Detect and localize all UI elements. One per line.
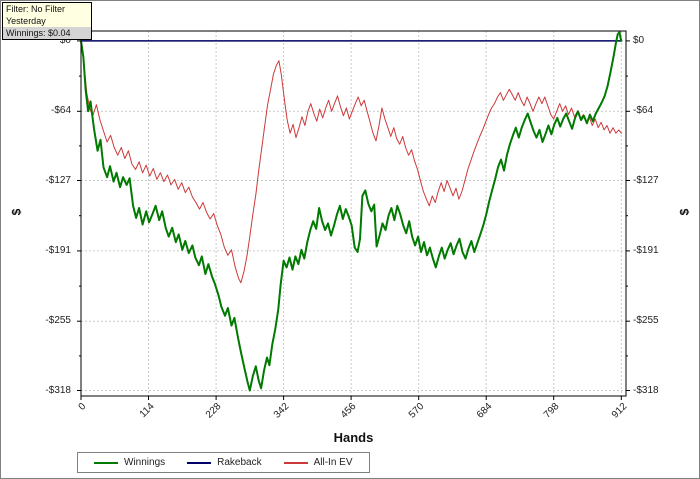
legend-swatch-winnings [94,461,118,464]
legend-swatch-rakeback [187,461,212,464]
y-tick-label-right: -$127 [633,175,659,186]
legend-label-winnings: Winnings [124,457,166,468]
chart-canvas[interactable] [77,30,630,400]
x-tick-label: 114 [137,401,157,421]
x-tick-label: 0 [77,401,89,413]
tooltip-filter-line: Filter: No Filter [6,4,66,14]
legend-swatch-all-in-ev [283,461,308,464]
x-tick-label: 912 [609,401,630,421]
y-tick-label-left: -$191 [45,245,71,256]
x-tick-label: 684 [474,401,494,421]
y-tick-label-left: -$127 [45,175,71,186]
y-axis-labels-right: $0 -$64 -$127 -$191 -$255 -$318 [633,1,693,478]
tooltip-winnings-line: Winnings: $0.04 [3,27,91,39]
series-line-all-in-ev [80,40,622,284]
y-tick-label-right: -$191 [633,245,659,256]
legend-label-rakeback: Rakeback [217,457,262,468]
legend-item-all-in-ev: All-In EV [283,457,353,468]
series-line-winnings [80,31,623,392]
y-tick-label-left: -$318 [45,385,71,396]
y-tick-label-right: $0 [633,35,645,46]
y-tick-label-left: $0 [59,35,71,46]
x-axis-title: Hands [333,430,374,445]
x-tick-label: 456 [339,401,359,421]
y-tick-label-right: -$255 [633,315,659,326]
y-axis-labels-left: $0 -$64 -$127 -$191 -$255 -$318 [1,1,75,478]
x-tick-label: 798 [541,401,562,421]
y-tick-label-right: -$64 [633,105,654,116]
legend-item-winnings: Winnings [94,457,165,468]
x-tick-label: 570 [406,401,427,421]
legend-box: Winnings Rakeback All-In EV [77,452,370,473]
filter-tooltip: Filter: No Filter Yesterday Winnings: $0… [2,2,92,40]
y-tick-label-left: -$255 [45,315,71,326]
legend-label-all-in-ev: All-In EV [313,457,353,468]
x-tick-label: 228 [204,401,224,421]
y-tick-label-right: -$318 [633,385,659,396]
x-axis-labels: 0 114 228 342 456 570 684 798 912 [77,399,629,429]
legend-item-rakeback: Rakeback [187,457,262,468]
y-tick-label-left: -$64 [50,105,71,116]
plot-area[interactable] [77,30,630,400]
x-tick-label: 342 [271,401,292,421]
tooltip-period-line: Yesterday [6,16,46,26]
